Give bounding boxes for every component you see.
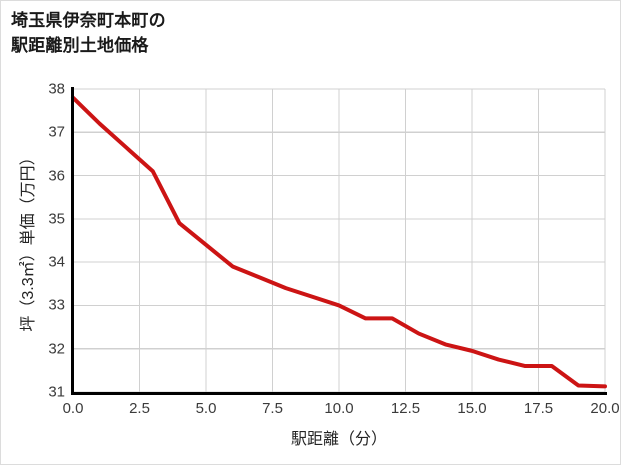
x-tick-label: 12.5 (390, 400, 421, 417)
x-axis-spine (71, 392, 607, 395)
x-tick-label: 0.0 (62, 400, 84, 417)
data-series-line (71, 95, 607, 389)
x-tick-label: 20.0 (590, 400, 620, 417)
y-tick-label: 35 (48, 210, 65, 228)
x-tick-label: 5.0 (195, 400, 217, 417)
x-tick-label: 2.5 (129, 400, 150, 417)
y-tick-label: 38 (48, 80, 65, 98)
x-axis-label: 駅距離（分） (290, 431, 387, 448)
y-tick-label: 34 (48, 253, 65, 271)
y-tick-label: 32 (48, 340, 65, 358)
y-tick-label: 36 (48, 167, 65, 185)
x-tick-label: 15.0 (457, 400, 487, 417)
chart-title: 埼玉県伊奈町本町の 駅距離別土地価格 (11, 11, 166, 55)
plot-frame: 31 32 33 34 35 36 37 38 0.0 2.5 5.0 7.5 10.0 12.5 15.… (48, 81, 619, 418)
series-line-坪単価 (71, 95, 607, 389)
y-tick-label: 33 (48, 296, 65, 314)
y-axis-label: 坪（3.3㎡）単価（万円） (20, 149, 37, 332)
y-tick-label: 37 (48, 123, 65, 141)
x-tick-label: 7.5 (262, 400, 283, 417)
x-tick-label: 17.5 (523, 400, 554, 417)
y-tick-label: 31 (48, 383, 65, 401)
y-axis-spine (71, 87, 74, 394)
x-tick-label: 10.0 (324, 400, 354, 417)
